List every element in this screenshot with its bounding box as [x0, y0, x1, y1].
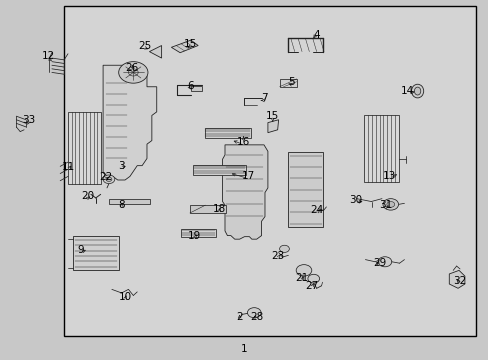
- Text: 18: 18: [212, 204, 225, 214]
- Polygon shape: [448, 270, 464, 288]
- Text: 21: 21: [295, 273, 308, 283]
- Bar: [64, 6, 475, 336]
- Circle shape: [377, 257, 391, 267]
- Bar: [363, 116, 398, 182]
- Text: 14: 14: [401, 86, 414, 96]
- Text: 12: 12: [42, 51, 55, 61]
- Text: 11: 11: [61, 162, 75, 172]
- Bar: [279, 79, 296, 87]
- Circle shape: [279, 245, 289, 252]
- Text: 16: 16: [236, 138, 250, 147]
- Text: 29: 29: [373, 258, 386, 268]
- Circle shape: [103, 175, 115, 184]
- Polygon shape: [222, 145, 267, 239]
- Text: 3: 3: [118, 161, 124, 171]
- Text: 17: 17: [241, 171, 255, 181]
- Bar: [73, 236, 119, 270]
- Text: 1: 1: [241, 343, 247, 354]
- Text: 5: 5: [287, 77, 294, 87]
- Text: 8: 8: [118, 200, 124, 210]
- Circle shape: [106, 177, 112, 181]
- Text: 6: 6: [187, 81, 194, 91]
- Text: 25: 25: [138, 41, 151, 50]
- Text: 15: 15: [184, 39, 197, 49]
- Circle shape: [307, 274, 319, 283]
- Circle shape: [296, 265, 311, 276]
- Text: 13: 13: [383, 171, 396, 181]
- Circle shape: [128, 69, 138, 76]
- Circle shape: [119, 62, 148, 83]
- Bar: [109, 199, 150, 204]
- Bar: [190, 86, 201, 91]
- Bar: [193, 165, 245, 175]
- Text: 27: 27: [305, 281, 318, 291]
- Text: 20: 20: [81, 191, 94, 201]
- Circle shape: [382, 199, 398, 210]
- Polygon shape: [103, 65, 157, 180]
- Text: 7: 7: [260, 93, 267, 103]
- Text: 23: 23: [270, 251, 284, 261]
- Bar: [189, 205, 226, 213]
- Polygon shape: [171, 40, 198, 53]
- Bar: [288, 152, 323, 227]
- Text: 28: 28: [249, 312, 263, 322]
- Text: 31: 31: [379, 200, 392, 210]
- Bar: [181, 229, 216, 237]
- Text: 2: 2: [236, 312, 243, 322]
- Circle shape: [386, 202, 394, 207]
- Text: 15: 15: [265, 111, 279, 121]
- Text: 33: 33: [22, 115, 36, 125]
- Polygon shape: [267, 120, 278, 133]
- Ellipse shape: [414, 87, 420, 95]
- Text: 30: 30: [348, 195, 362, 205]
- Text: 10: 10: [118, 292, 131, 302]
- Text: 26: 26: [125, 63, 139, 73]
- Text: 32: 32: [452, 276, 466, 286]
- Ellipse shape: [411, 84, 423, 98]
- Circle shape: [247, 308, 261, 318]
- Text: 24: 24: [309, 206, 323, 216]
- Text: 19: 19: [188, 231, 201, 240]
- Polygon shape: [149, 45, 161, 58]
- Bar: [204, 128, 250, 138]
- Text: 4: 4: [313, 30, 319, 40]
- Text: 9: 9: [78, 245, 84, 255]
- Text: 22: 22: [99, 172, 112, 182]
- Bar: [68, 112, 101, 184]
